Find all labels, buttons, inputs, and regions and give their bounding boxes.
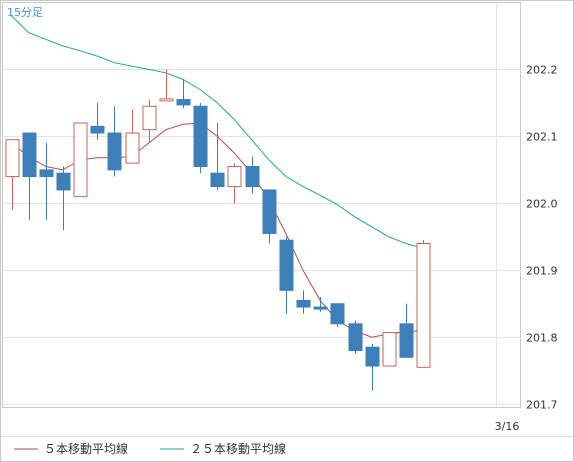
candle-body — [210, 172, 225, 188]
candle-body — [365, 346, 380, 367]
y-tick-label: 202.1 — [526, 131, 558, 144]
candle-body — [313, 306, 328, 310]
candle-body — [73, 122, 88, 198]
y-tick-label: 201.7 — [526, 399, 558, 412]
candle-body — [348, 323, 363, 352]
candle-body — [296, 299, 311, 308]
x-tick-label: 3/16 — [495, 420, 520, 433]
candle-body — [22, 132, 37, 178]
candle-body — [5, 139, 20, 178]
candle-body — [193, 105, 208, 168]
candle-body — [416, 242, 431, 368]
plot-area — [2, 2, 521, 408]
y-tick-label: 202.2 — [526, 64, 558, 77]
legend-ma25-label: ２５本移動平均線 — [190, 441, 286, 456]
candle-body — [90, 125, 105, 134]
legend: ５本移動平均線 ２５本移動平均線 — [14, 441, 286, 456]
candle-body — [56, 172, 71, 191]
candle-body — [399, 323, 414, 358]
candle-body — [176, 99, 191, 106]
timeframe-label: 15分足 — [7, 6, 43, 19]
y-axis-ticks: 201.7 201.8 201.9 202.0 202.1 202.2 — [526, 64, 558, 412]
candle-body — [125, 132, 140, 164]
candle-body — [382, 332, 397, 367]
candle-body — [245, 166, 260, 188]
candle-body — [159, 98, 174, 102]
candles — [5, 69, 431, 391]
candle-body — [279, 239, 294, 291]
candle-body — [330, 303, 345, 325]
y-tick-label: 202.0 — [526, 198, 558, 211]
ma25-layer — [11, 15, 424, 249]
candle-body — [142, 105, 157, 131]
candle-body — [227, 166, 242, 188]
ma25-line — [11, 15, 424, 249]
candle-body — [39, 169, 54, 178]
y-tick-label: 201.9 — [526, 265, 558, 278]
candle-body — [262, 189, 277, 234]
candle-body — [107, 132, 122, 171]
gridlines — [2, 2, 521, 408]
legend-ma5-label: ５本移動平均線 — [44, 441, 128, 456]
y-tick-label: 201.8 — [526, 332, 558, 345]
